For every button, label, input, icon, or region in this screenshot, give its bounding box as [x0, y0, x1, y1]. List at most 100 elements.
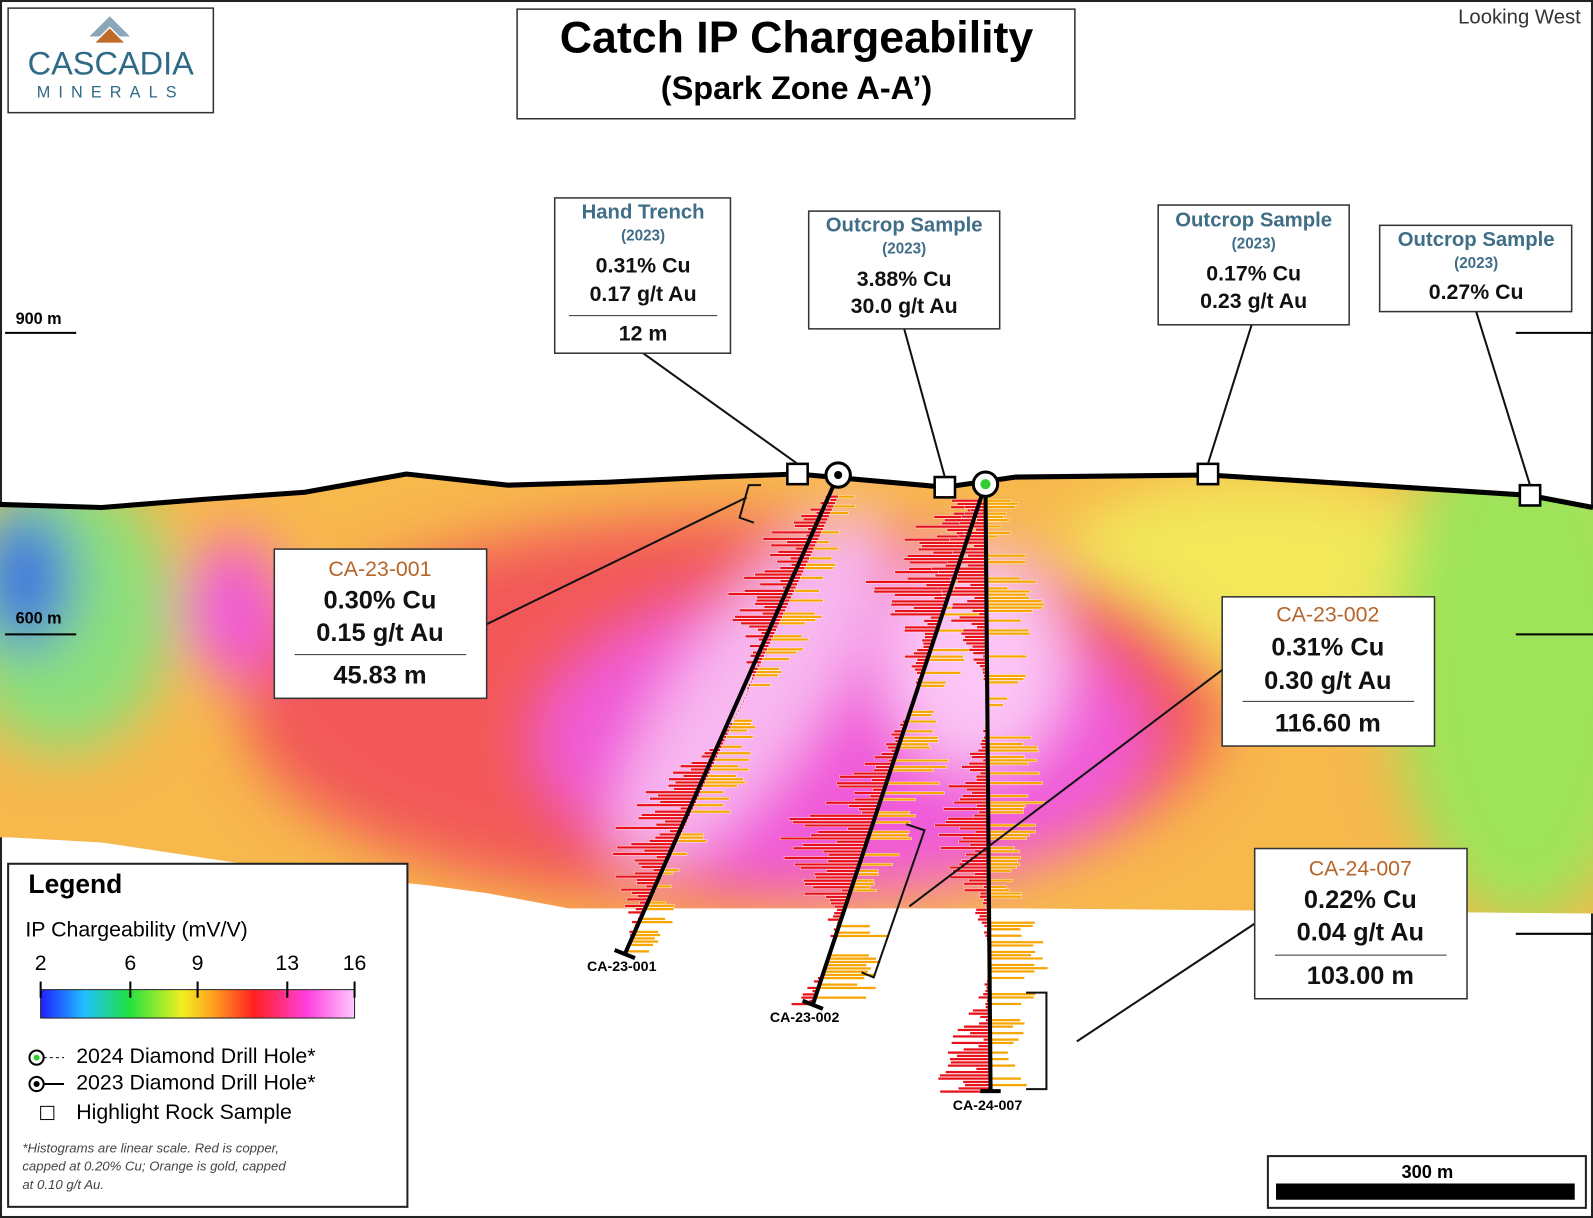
au-bar: [835, 934, 890, 938]
cu-bar: [764, 569, 804, 573]
sample-grade: 0.31% Cu: [596, 254, 691, 278]
au-bar: [837, 495, 855, 499]
au-bar: [829, 953, 870, 957]
cu-bar: [803, 892, 851, 896]
cu-bar: [940, 846, 989, 850]
cu-bar: [959, 615, 987, 619]
au-bar: [986, 632, 1031, 636]
logo-sub: MINERALS: [37, 84, 185, 102]
cu-bar: [956, 1054, 991, 1058]
au-bar: [903, 729, 934, 733]
cu-bar: [951, 1041, 991, 1045]
sample-grade: 0.27% Cu: [1429, 280, 1524, 304]
au-bar: [986, 654, 1028, 658]
view-direction: Looking West: [1458, 7, 1581, 29]
cu-bar: [947, 784, 989, 788]
cu-bar: [966, 599, 987, 603]
cu-bar: [729, 722, 733, 726]
au-bar: [988, 869, 1012, 873]
au-bar: [988, 836, 1027, 840]
au-bar: [988, 885, 1007, 889]
au-bar: [754, 673, 779, 677]
au-bar: [780, 618, 816, 622]
sample-box: [553, 197, 732, 354]
au-bar: [918, 684, 945, 688]
au-bar: [815, 996, 867, 1000]
cu-bar: [945, 1070, 991, 1074]
cu-bar: [938, 833, 989, 837]
cu-bar: [763, 605, 788, 609]
cu-bar: [854, 797, 882, 802]
cu-bar: [701, 754, 718, 759]
cu-bar: [799, 866, 859, 870]
au-bar: [989, 953, 1032, 957]
cu-bar: [776, 560, 809, 564]
au-bar: [989, 943, 1034, 947]
cu-bar: [947, 1064, 991, 1068]
cu-bar: [952, 1034, 991, 1038]
sample-type: Outcrop Sample: [826, 215, 983, 237]
au-bar: [873, 820, 911, 824]
au-bar: [856, 872, 879, 876]
cu-bar: [972, 1008, 991, 1012]
intercept-grade: 0.22% Cu: [1304, 886, 1417, 914]
cu-bar: [752, 673, 756, 677]
au-bar: [988, 924, 1034, 928]
intercept-box: [273, 548, 488, 700]
au-bar: [869, 833, 909, 837]
cu-bar: [750, 680, 753, 684]
cu-bar: [951, 606, 987, 610]
cu-bar: [966, 541, 987, 545]
au-bar: [910, 710, 935, 714]
cu-bar: [745, 634, 774, 638]
colorbar-tick-label: 6: [124, 951, 136, 975]
subtitle: (Spark Zone A-A’): [661, 70, 932, 106]
cu-bar: [664, 819, 688, 823]
cu-bar: [739, 706, 742, 710]
au-bar: [985, 580, 1037, 584]
cu-bar: [836, 781, 887, 785]
cu-bar: [934, 823, 989, 827]
cu-bar: [649, 797, 698, 801]
au-bar: [986, 674, 1027, 678]
cu-bar: [810, 833, 870, 837]
cu-bar: [640, 865, 667, 869]
cu-bar: [616, 845, 676, 849]
cu-bar: [757, 664, 760, 668]
cu-bar: [925, 583, 953, 587]
legend-item: Highlight Rock Sample: [76, 1100, 292, 1124]
cu-bar: [779, 566, 806, 570]
hole-label: CA-23-001: [587, 959, 657, 975]
au-bar: [987, 801, 1045, 805]
au-bar: [857, 869, 879, 873]
cu-bar: [634, 858, 670, 862]
cu-bar: [803, 879, 855, 883]
cu-bar: [962, 628, 987, 632]
au-bar: [703, 784, 738, 788]
cu-bar: [964, 635, 987, 639]
cu-bar: [917, 547, 965, 551]
cu-bar: [962, 1080, 991, 1084]
au-bar: [632, 936, 656, 940]
cu-bar: [890, 603, 947, 607]
au-bar: [629, 943, 654, 947]
cu-bar: [964, 505, 986, 509]
au-bar: [989, 1031, 1024, 1035]
au-bar: [773, 634, 803, 638]
cu-bar: [974, 830, 989, 834]
sample-grade: 30.0 g/t Au: [851, 294, 958, 318]
cu-bar: [809, 814, 877, 818]
cu-bar: [749, 644, 769, 648]
cu-bar: [817, 830, 871, 834]
sample-box: [1378, 224, 1573, 313]
au-bar: [989, 1021, 1025, 1025]
cu-bar: [921, 544, 966, 548]
cu-bar: [969, 768, 988, 772]
au-bar: [715, 758, 750, 762]
au-bar: [987, 804, 1026, 808]
au-bar: [800, 576, 824, 580]
au-bar: [706, 777, 744, 781]
sample-type: Outcrop Sample: [1175, 210, 1332, 232]
cu-bar: [965, 641, 987, 645]
cu-bar: [961, 859, 989, 863]
